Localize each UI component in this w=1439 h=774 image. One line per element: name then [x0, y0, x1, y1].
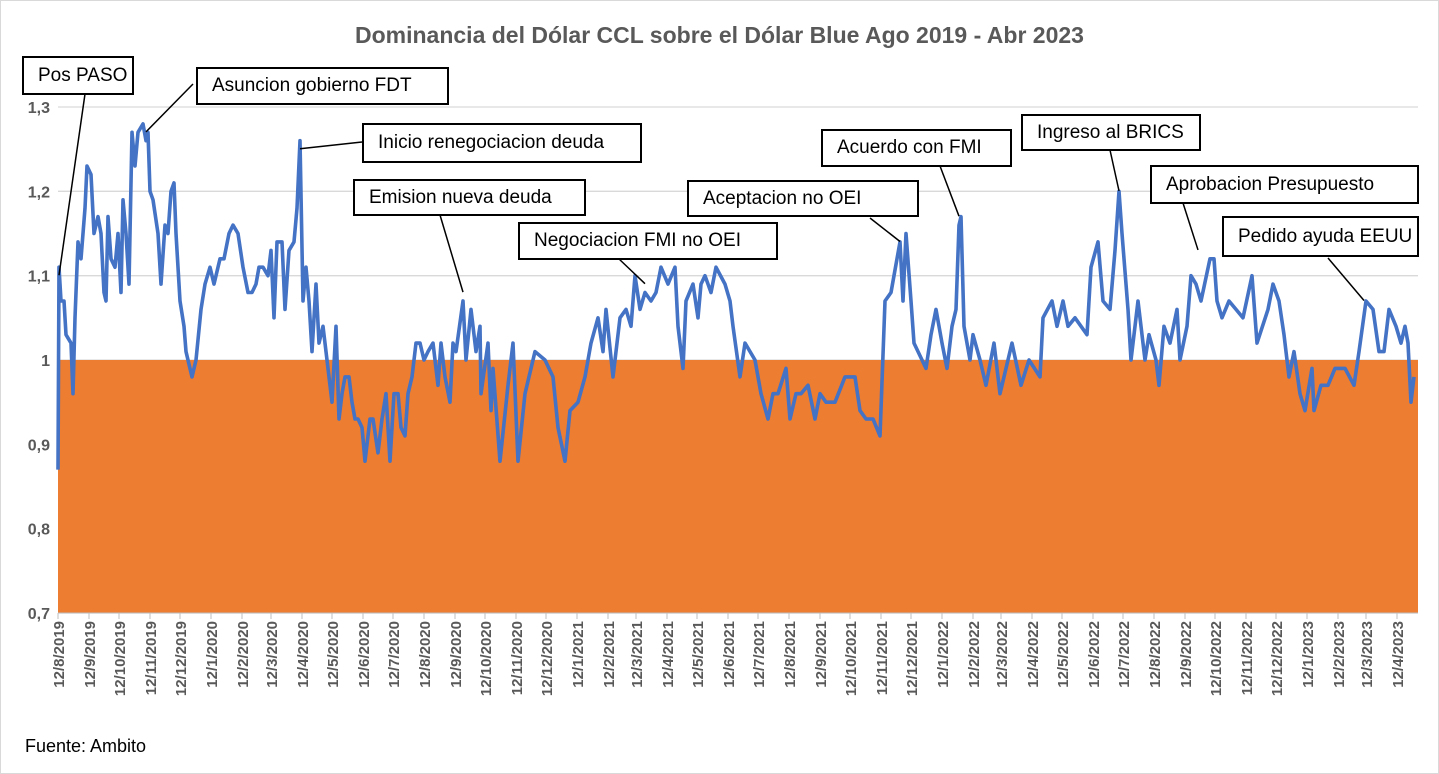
annotation-box: Emision nueva deuda	[353, 179, 586, 216]
x-tick-label: 12/10/2022	[1208, 621, 1225, 696]
x-tick-label: 12/1/2020	[204, 621, 221, 688]
x-tick-label: 12/4/2022	[1025, 621, 1042, 688]
annotation-text: Emision nueva deuda	[369, 186, 552, 208]
x-tick-label: 12/2/2020	[235, 621, 252, 688]
x-tick-label: 12/11/2021	[874, 621, 891, 695]
annotation-leader-line	[617, 257, 646, 285]
x-tick-label: 12/8/2020	[417, 621, 434, 688]
annotation-text: Pos PASO	[38, 64, 128, 86]
x-tick-label: 12/1/2023	[1300, 621, 1317, 688]
x-tick-label: 12/2/2023	[1331, 621, 1348, 688]
annotation-leader-line	[869, 217, 901, 243]
x-tick-label: 12/3/2021	[629, 621, 646, 688]
x-tick-label: 12/5/2020	[325, 621, 342, 688]
reference-area	[58, 360, 1418, 613]
x-tick-label: 12/7/2020	[386, 621, 403, 688]
y-tick-label: 1,3	[28, 100, 50, 117]
x-tick-label: 12/5/2021	[690, 621, 707, 688]
x-tick-label: 12/11/2020	[509, 621, 526, 695]
annotation-leader-line	[939, 165, 960, 217]
x-tick-label: 12/4/2023	[1390, 621, 1407, 688]
x-tick-label: 12/2/2022	[966, 621, 983, 688]
annotation-box: Aceptacion no OEI	[687, 180, 919, 217]
annotation-text: Acuerdo con FMI	[837, 137, 982, 158]
annotation-text: Ingreso al BRICS	[1037, 121, 1184, 143]
annotation-text: Asuncion gobierno FDT	[212, 75, 412, 96]
annotation-box: Inicio renegociacion deuda	[362, 123, 642, 163]
x-tick-label: 12/8/2022	[1147, 621, 1164, 688]
annotation-text: Aceptacion no OEI	[703, 187, 862, 209]
y-tick-label: 0,9	[28, 437, 50, 454]
x-tick-label: 12/8/2021	[782, 621, 799, 688]
annotation-leader-line	[58, 93, 86, 276]
x-tick-label: 12/12/2021	[904, 621, 921, 696]
x-tick-label: 12/9/2019	[82, 621, 99, 688]
annotation-text: Aprobacion Presupuesto	[1166, 173, 1375, 195]
x-tick-label: 12/4/2021	[660, 621, 677, 688]
x-tick-label: 12/5/2022	[1055, 621, 1072, 688]
annotation-box: Acuerdo con FMI	[821, 129, 1012, 167]
y-tick-label: 0,8	[28, 522, 50, 539]
x-tick-label: 12/2/2021	[601, 621, 618, 688]
chart-title: Dominancia del Dólar CCL sobre el Dólar …	[355, 22, 1084, 48]
annotation-leader-line	[145, 83, 194, 133]
annotation-box: Negociacion FMI no OEI	[518, 222, 778, 260]
x-tick-label: 12/9/2022	[1178, 621, 1195, 688]
annotation-box: Pedido ayuda EEUU	[1222, 216, 1419, 257]
x-tick-label: 12/1/2022	[935, 621, 952, 688]
y-tick-label: 1,2	[28, 184, 50, 201]
x-tick-label: 12/7/2022	[1116, 621, 1133, 688]
x-tick-label: 12/3/2023	[1359, 621, 1376, 688]
x-tick-label: 12/6/2021	[721, 621, 738, 688]
y-tick-label: 1	[41, 353, 50, 370]
annotation-text: Negociacion FMI no OEI	[534, 230, 741, 251]
x-tick-label: 12/7/2021	[751, 621, 768, 688]
x-tick-label: 12/6/2022	[1086, 621, 1103, 688]
annotation-box: Ingreso al BRICS	[1021, 114, 1201, 151]
annotation-leader-line	[299, 141, 363, 150]
annotation-text: Pedido ayuda EEUU	[1238, 225, 1413, 247]
x-tick-label: 12/3/2020	[264, 621, 281, 688]
x-tick-label: 12/10/2020	[478, 621, 495, 696]
y-tick-label: 1,1	[28, 269, 50, 286]
x-tick-label: 12/9/2020	[448, 621, 465, 688]
annotation-text: Inicio renegociacion deuda	[378, 132, 605, 153]
annotation-box: Pos PASO	[22, 56, 134, 95]
annotation-box: Aprobacion Presupuesto	[1150, 165, 1419, 204]
x-tick-label: 12/11/2022	[1239, 621, 1256, 695]
x-tick-label: 12/12/2019	[173, 621, 190, 696]
y-tick-label: 0,7	[28, 606, 50, 623]
x-tick-label: 12/6/2020	[356, 621, 373, 688]
annotation-leader-line	[1327, 257, 1365, 302]
x-tick-label: 12/9/2021	[813, 621, 830, 688]
x-tick-label: 12/10/2021	[843, 621, 860, 696]
annotation-box: Asuncion gobierno FDT	[196, 67, 449, 105]
x-tick-label: 12/8/2019	[51, 621, 68, 688]
annotation-leader-line	[439, 214, 464, 293]
annotation-leader-line	[1109, 149, 1120, 192]
x-tick-label: 12/11/2019	[143, 621, 160, 695]
annotation-leader-line	[1182, 202, 1199, 251]
x-tick-label: 12/4/2020	[295, 621, 312, 688]
x-tick-label: 12/3/2022	[994, 621, 1011, 688]
source-note: Fuente: Ambito	[25, 736, 147, 756]
x-tick-label: 12/10/2019	[112, 621, 129, 696]
x-tick-label: 12/1/2021	[570, 621, 587, 688]
x-tick-label: 12/12/2022	[1269, 621, 1286, 696]
x-tick-label: 12/12/2020	[539, 621, 556, 696]
